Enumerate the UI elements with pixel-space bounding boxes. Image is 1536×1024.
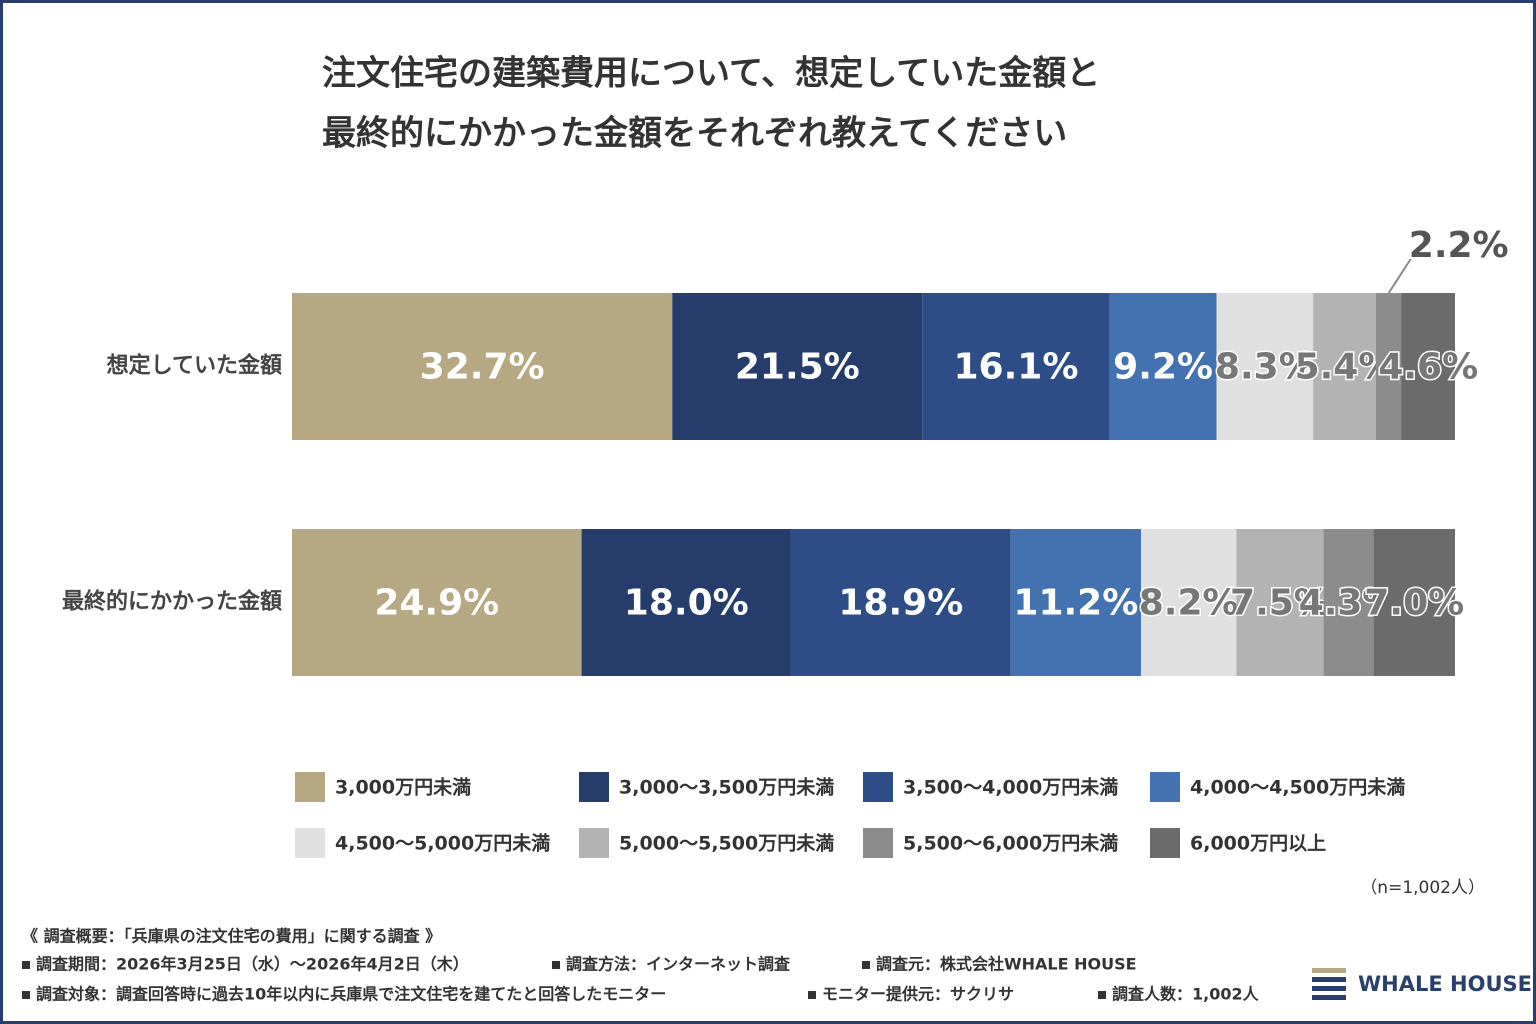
leader-line [1387,258,1412,294]
legend-swatch [1150,772,1180,802]
bar-segment [1323,529,1374,676]
survey-item: 調査人数：1,002人 [1112,985,1260,1004]
data-label: 8.3% [1215,347,1315,388]
bullet [22,961,30,969]
category-label: 想定していた金額 [107,353,282,379]
data-label: 24.9% [374,583,499,624]
legend-swatch [295,828,325,858]
bar-segment [1010,529,1141,676]
data-label: 4.6% [1378,347,1478,388]
legend-label: 4,500～5,000万円未満 [335,832,550,855]
data-label: 21.5% [735,347,860,388]
bar-segment [1373,529,1455,676]
legend-swatch [579,772,609,802]
survey-item: モニター提供元：サクリサ [822,985,1014,1004]
legend-label: 3,000万円未満 [335,776,471,799]
survey-item: 調査方法：インターネット調査 [566,955,790,974]
bullet [808,991,816,999]
survey-item: 調査元：株式会社WHALE HOUSE [876,955,1137,974]
bar-segment [1216,293,1314,440]
legend-label: 3,500～4,000万円未満 [903,776,1118,799]
legend-label: 5,000～5,500万円未満 [619,832,834,855]
legend-swatch [1150,828,1180,858]
legend-label: 3,000～3,500万円未満 [619,776,834,799]
legend-label: 5,500～6,000万円未満 [903,832,1118,855]
bar-segment [1140,529,1237,676]
logo-icon [1312,968,1346,1000]
logo-text: WHALE HOUSE [1358,972,1532,996]
survey-item: 調査期間：2026年3月25日（水）～2026年4月2日（木） [36,955,469,974]
survey-heading: 《 調査概要：「兵庫県の注文住宅の費用」に関する調査 》 [22,927,441,946]
bar-segment [672,293,923,440]
bar-segment [1109,293,1217,440]
bar-segment [790,529,1011,676]
bar-segment [292,293,673,440]
legend-swatch [863,772,893,802]
data-label: 9.2% [1113,347,1213,388]
bar-segment [581,529,791,676]
chart-title: 最終的にかかった金額をそれぞれ教えてください [322,114,1067,154]
bar-segment [1375,293,1402,440]
legend-swatch [863,828,893,858]
bar-segment [1313,293,1376,440]
data-label: 11.2% [1013,583,1138,624]
chart-title: 注文住宅の建築費用について、想定していた金額と [322,54,1100,94]
data-label: 8.2% [1139,583,1239,624]
data-label: 7.5% [1230,583,1330,624]
bullet [552,961,560,969]
survey-item: 調査対象：調査回答時に過去10年以内に兵庫県で注文住宅を建てたと回答したモニター [36,985,666,1004]
legend-swatch [579,828,609,858]
data-label: 16.1% [954,347,1079,388]
bullet [22,991,30,999]
legend-label: 4,000～4,500万円未満 [1190,776,1405,799]
bar-segment [292,529,582,676]
bar-segment [1401,293,1455,440]
bullet [1098,991,1106,999]
data-label: 18.9% [838,583,963,624]
category-label: 最終的にかかった金額 [62,589,282,615]
bar-segment [922,293,1110,440]
data-label: 7.0% [1364,583,1464,624]
legend-swatch [295,772,325,802]
sample-note: （n=1,002人） [1360,878,1485,898]
data-label: 2.2% [1409,225,1509,266]
data-label: 18.0% [624,583,749,624]
data-label: 32.7% [420,347,545,388]
bar-segment [1236,529,1324,676]
legend-label: 6,000万円以上 [1190,833,1326,855]
bullet [862,961,870,969]
